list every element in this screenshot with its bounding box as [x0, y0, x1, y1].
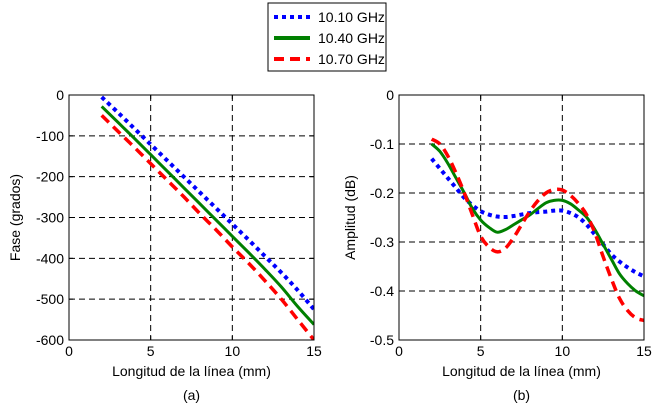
- chart-a-series-10-40-ghz: [100, 105, 314, 326]
- chart-b-series: [430, 137, 644, 323]
- chart-b-ytick-label: 0: [386, 87, 394, 103]
- chart-b-ytick-label: -0.1: [370, 136, 394, 152]
- chart-a-series-10-10-ghz: [100, 95, 314, 311]
- chart-b-ylabel: Amplitud (dB): [342, 175, 358, 260]
- chart-a-ytick-label: -200: [36, 169, 64, 185]
- chart-b-series-10-40-ghz: [430, 142, 644, 298]
- chart-b-xlabel: Longitud de la línea (mm): [442, 363, 601, 379]
- chart-b-xtick-label: 10: [555, 343, 571, 359]
- chart-b-xtick-label: 5: [477, 343, 485, 359]
- chart-a-xtick-label: 5: [147, 343, 155, 359]
- legend-label-10-10-ghz: 10.10 GHz: [318, 9, 385, 25]
- chart-b-ytick-label: -0.2: [370, 185, 394, 201]
- chart-a-ytick-label: -600: [36, 332, 64, 348]
- chart-a-panel-label: (a): [183, 387, 200, 403]
- chart-b-ytick-label: -0.4: [370, 283, 394, 299]
- chart-a-ytick-label: -500: [36, 291, 64, 307]
- legend-label-10-40-ghz: 10.40 GHz: [318, 30, 385, 46]
- chart-a-xtick-label: 10: [225, 343, 241, 359]
- chart-a-ytick-label: 0: [56, 87, 64, 103]
- chart-a-xlabel: Longitud de la línea (mm): [112, 363, 271, 379]
- legend-label-10-70-ghz: 10.70 GHz: [318, 51, 385, 67]
- chart-b-panel-label: (b): [513, 387, 530, 403]
- chart-a-ylabel: Fase (grados): [7, 174, 23, 261]
- chart-b-ticks: 0 5 10 15 0 -0.1 -0.2 -0.3 -0.4 -0.5: [370, 87, 652, 359]
- chart-b-series-10-10-ghz: [430, 157, 644, 279]
- chart-b-series-10-70-ghz: [430, 137, 644, 323]
- chart-b: 0 5 10 15 0 -0.1 -0.2 -0.3 -0.4 -0.5 Longitud de …: [342, 87, 652, 403]
- chart-a-ytick-label: -100: [36, 128, 64, 144]
- chart-b-frame: [398, 94, 645, 341]
- chart-a-ticks: 0 5 10 15 0 -100 -200 -300 -400 -500 -600: [36, 87, 322, 359]
- chart-b-xtick-label: 15: [636, 343, 652, 359]
- chart-a-grid: [69, 95, 314, 340]
- chart-a-ytick-label: -300: [36, 210, 64, 226]
- chart-b-xtick-label: 0: [395, 343, 403, 359]
- chart-b-ytick-label: -0.3: [370, 234, 394, 250]
- chart-a: 0 5 10 15 0 -100 -200 -300 -400 -500 -600 Longitud…: [7, 87, 322, 403]
- legend: 10.10 GHz 10.40 GHz 10.70 GHz: [267, 2, 387, 72]
- chart-b-ytick-label: -0.5: [370, 332, 394, 348]
- chart-b-grid: [399, 95, 644, 340]
- chart-a-ytick-label: -400: [36, 250, 64, 266]
- chart-a-series-10-70-ghz: [100, 114, 314, 340]
- chart-a-series: [100, 95, 314, 340]
- chart-a-xtick-label: 15: [306, 343, 322, 359]
- chart-a-xtick-label: 0: [65, 343, 73, 359]
